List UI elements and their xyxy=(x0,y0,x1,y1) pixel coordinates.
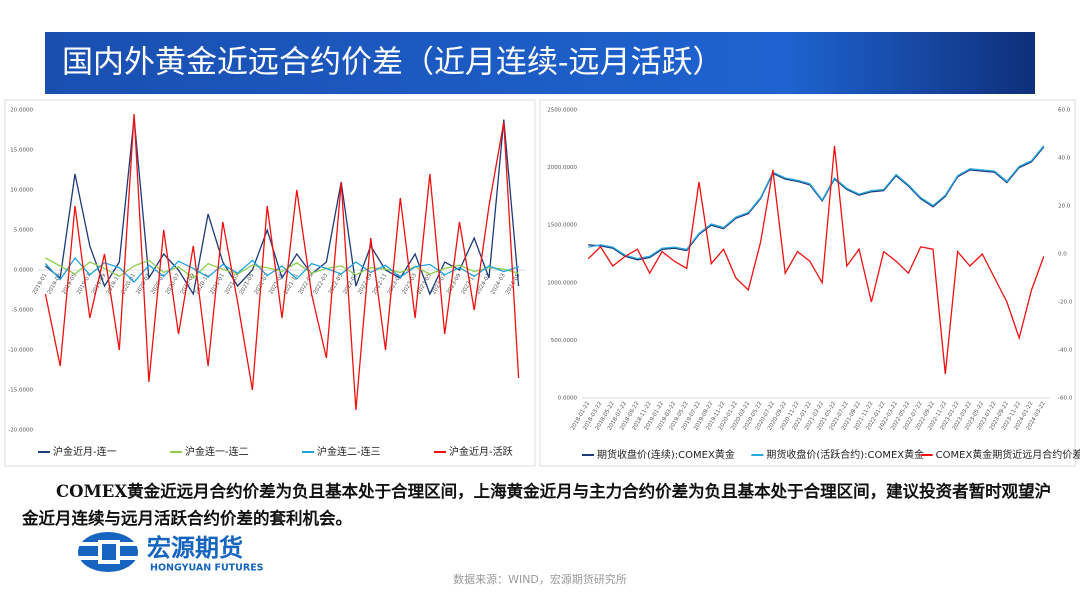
y-tick-label: -20.0000 xyxy=(8,428,33,434)
y-tick-label: 0.0000 xyxy=(558,396,578,402)
legend-label: 沪金连二-连三 xyxy=(317,445,381,458)
y-tick-label: 2000.0000 xyxy=(547,165,577,171)
series-line xyxy=(44,113,520,411)
y2-tick-label: 40.0 xyxy=(1058,156,1071,162)
y-tick-label: 1500.0000 xyxy=(547,223,577,229)
series-line xyxy=(587,145,1045,375)
slide-title: 国内外黄金近远合约价差（近月连续-远月活跃） xyxy=(62,45,723,81)
y2-tick-label: -40.0 xyxy=(1058,348,1073,354)
legend-label: 期货收盘价(活跃合约):COMEX黄金 xyxy=(766,448,924,461)
y-tick-label: 5.0000 xyxy=(14,228,34,234)
note: COMEX黄金近远月合约价差为负且基本处于合理区间，上海黄金近月与主力合约价差为… xyxy=(22,482,1052,528)
chart-panel xyxy=(539,99,1076,467)
y-tick-label: 10.0000 xyxy=(10,188,33,194)
legend-label: COMEX黄金期货近远月合约价差 xyxy=(936,448,1080,461)
y-tick-label: 500.0000 xyxy=(551,338,578,344)
y2-tick-label: 20.0 xyxy=(1058,204,1071,210)
y-tick-label: -10.0000 xyxy=(8,348,33,354)
logo-en: HONGYUAN FUTURES xyxy=(150,563,264,574)
y-tick-label: 15.0000 xyxy=(10,148,33,154)
y-tick-label: -5.0000 xyxy=(12,308,34,314)
y-tick-label: 20.0000 xyxy=(10,108,33,114)
y2-tick-label: -60.0 xyxy=(1058,396,1073,402)
legend-label: 沪金近月-活跃 xyxy=(449,445,513,458)
series-line xyxy=(588,145,1045,260)
series-line xyxy=(588,146,1045,261)
y-tick-label: 0.0000 xyxy=(14,268,34,274)
logo-cn: 宏源期货 xyxy=(147,534,243,562)
y2-tick-label: 0.0 xyxy=(1058,252,1067,258)
y-tick-label: -15.0000 xyxy=(8,388,33,394)
y-tick-label: 1000.0000 xyxy=(547,280,577,286)
legend-label: 沪金连一-连二 xyxy=(185,445,249,458)
logo xyxy=(78,532,138,572)
legend-label: 沪金近月-连一 xyxy=(53,445,117,458)
y2-tick-label: 60.0 xyxy=(1058,108,1071,114)
legend-label: 期货收盘价(连续):COMEX黄金 xyxy=(597,448,735,461)
y-tick-label: 2500.0000 xyxy=(547,108,577,114)
source: 数据来源：WIND，宏源期货研究所 xyxy=(453,572,627,586)
series-line xyxy=(44,117,520,296)
title-banner xyxy=(45,32,1035,94)
chart-panel xyxy=(4,99,536,467)
y2-tick-label: -20.0 xyxy=(1058,300,1073,306)
